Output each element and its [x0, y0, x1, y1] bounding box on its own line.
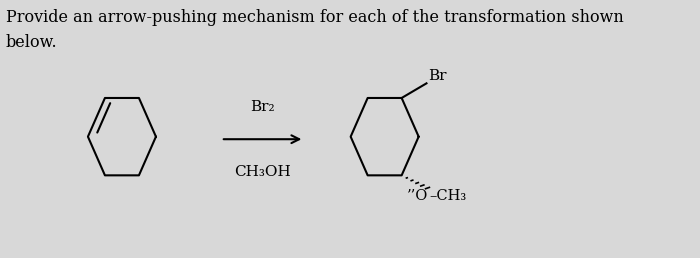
Text: Br₂: Br₂ [251, 100, 275, 114]
Text: Provide an arrow-pushing mechanism for each of the transformation shown
below.: Provide an arrow-pushing mechanism for e… [6, 9, 624, 51]
Text: CH₃OH: CH₃OH [234, 165, 291, 179]
Text: Br: Br [428, 69, 447, 83]
Text: –CH₃: –CH₃ [429, 189, 467, 203]
Text: ’’O: ’’O [407, 189, 428, 203]
